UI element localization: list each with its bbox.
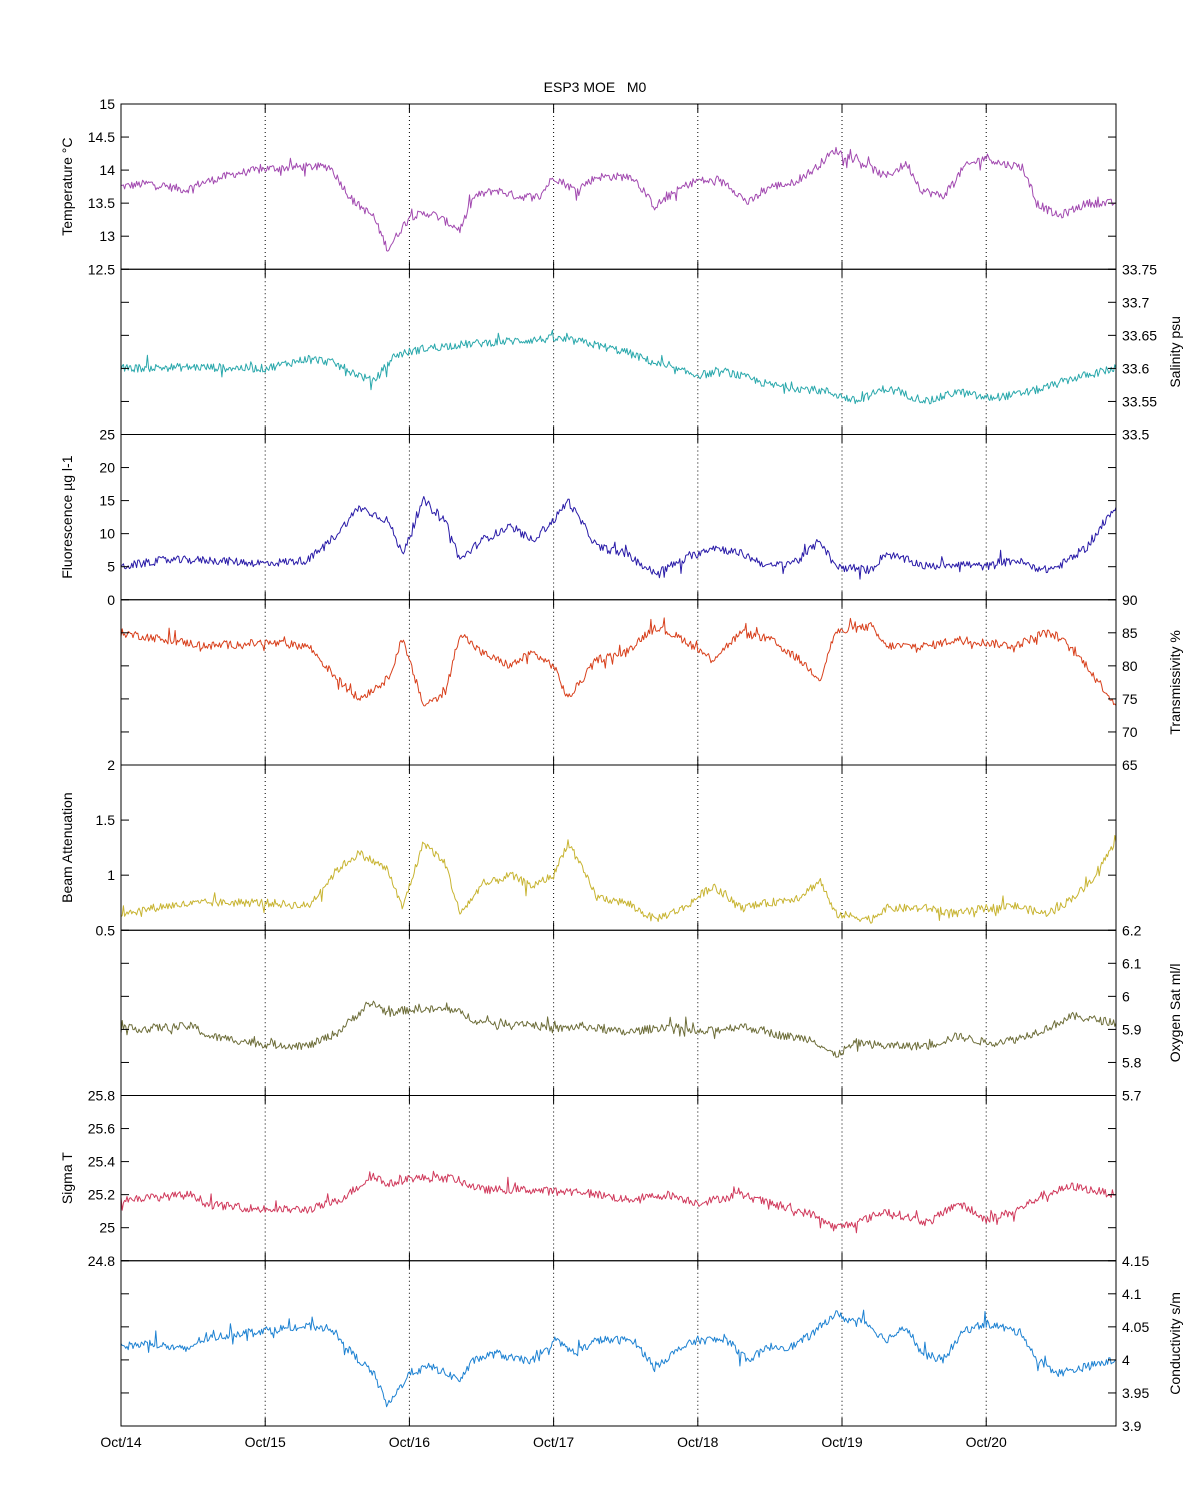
y-tick-label: 70 [1122,724,1138,740]
x-tick-label: Oct/15 [245,1434,286,1450]
y-tick-label: 5.7 [1122,1088,1142,1104]
y-tick-label: 80 [1122,658,1138,674]
x-tick-label: Oct/14 [100,1434,141,1450]
panel-frame [120,434,1117,601]
panel-frame [120,929,1117,1096]
panel-frame [120,1095,1117,1262]
series-temperature [120,146,1116,252]
series-beam_attenuation [120,835,1117,924]
y-tick-label: 1.5 [96,812,116,828]
y-tick-label: 25.4 [88,1154,115,1170]
y-tick-label: 3.9 [1122,1418,1142,1434]
panel-beam_attenuation: 0.5 1 1.5 2 Beam Attenuation [59,757,1117,938]
series-sigma_t [120,1170,1117,1234]
series-fluorescence [120,496,1117,580]
x-tick-label: Oct/17 [533,1434,574,1450]
y-tick-label: 12.5 [88,261,115,277]
y-tick-label: 0.5 [96,922,116,938]
y-tick-label: 25 [99,427,115,443]
y-tick-label: 33.6 [1122,360,1149,376]
y-tick-label: 15 [99,96,115,112]
panel-oxygen_sat: 5.7 5.8 5.9 6 6.1 6.2 Oxygen Sat ml/l [120,922,1183,1104]
y-tick-label: 20 [99,460,115,476]
y-tick-label: 90 [1122,592,1138,608]
x-tick-label: Oct/19 [821,1434,862,1450]
series-salinity [120,329,1117,405]
y-tick-label: 75 [1122,691,1138,707]
panel-transmissivity: 65 70 75 80 85 90 Transmissivity % [120,592,1183,773]
y-tick-label: 6.2 [1122,922,1142,938]
y-axis-label: Sigma T [59,1152,75,1204]
panel-fluorescence: 0 5 10 15 20 25 Fluorescence µg l-1 [59,427,1117,608]
panel-salinity: 33.5 33.55 33.6 33.65 33.7 33.75 Salinity psu [120,261,1183,443]
y-tick-label: 25.2 [88,1187,115,1203]
x-tick-label: Oct/18 [677,1434,718,1450]
y-tick-label: 24.8 [88,1253,115,1269]
y-tick-label: 14 [99,162,115,178]
x-tick-label: Oct/16 [389,1434,430,1450]
y-tick-label: 33.75 [1122,261,1157,277]
y-tick-label: 4 [1122,1352,1130,1368]
x-axis: Oct/14 Oct/15 Oct/16 Oct/17 Oct/18 Oct/19 Oct/… [100,1434,1007,1450]
x-tick-label: Oct/20 [966,1434,1007,1450]
y-tick-label: 3.95 [1122,1385,1149,1401]
chart-title: ESP3 MOE M0 [544,79,647,95]
panel-temperature: 12.5 13 13.5 14 14.5 15 Temperature °C [59,96,1117,277]
y-tick-label: 10 [99,526,115,542]
y-tick-label: 85 [1122,625,1138,641]
y-axis-label: Beam Attenuation [59,792,75,903]
y-tick-label: 13.5 [88,195,115,211]
y-tick-label: 4.05 [1122,1319,1149,1335]
panel-frame [120,599,1117,766]
y-tick-label: 13 [99,228,115,244]
y-axis-label: Fluorescence µg l-1 [59,455,75,578]
y-axis-label: Oxygen Sat ml/l [1167,963,1183,1062]
panel-frame [120,764,1117,931]
y-tick-label: 5.9 [1122,1021,1142,1037]
y-tick-label: 25.8 [88,1088,115,1104]
panel-sigma_t: 24.8 25 25.2 25.4 25.6 25.8 Sigma T [59,1088,1117,1269]
panel-conductivity: 3.9 3.95 4 4.05 4.1 4.15 Conductivity s/m [120,1253,1183,1434]
y-tick-label: 1 [107,867,115,883]
y-tick-label: 6.1 [1122,955,1142,971]
y-tick-label: 25.6 [88,1121,115,1137]
y-tick-label: 33.5 [1122,427,1149,443]
y-axis-label: Salinity psu [1167,316,1183,388]
y-tick-label: 4.1 [1122,1286,1142,1302]
panel-frame [120,103,1117,270]
y-tick-label: 15 [99,493,115,509]
panel-frame [120,1260,1117,1427]
y-tick-label: 65 [1122,757,1138,773]
y-tick-label: 14.5 [88,129,115,145]
y-tick-label: 2 [107,757,115,773]
y-tick-label: 4.15 [1122,1253,1149,1269]
y-tick-label: 5.8 [1122,1054,1142,1070]
y-tick-label: 0 [107,592,115,608]
y-tick-label: 5 [107,559,115,575]
series-oxygen_sat [120,1000,1117,1058]
y-tick-label: 33.55 [1122,393,1157,409]
y-axis-label: Transmissivity % [1167,630,1183,735]
y-tick-label: 25 [99,1220,115,1236]
y-axis-label: Conductivity s/m [1167,1292,1183,1395]
y-tick-label: 33.7 [1122,294,1149,310]
series-transmissivity [120,617,1117,707]
y-tick-label: 6 [1122,988,1130,1004]
y-tick-label: 33.65 [1122,327,1157,343]
y-axis-label: Temperature °C [59,138,75,236]
series-conductivity [120,1309,1117,1408]
